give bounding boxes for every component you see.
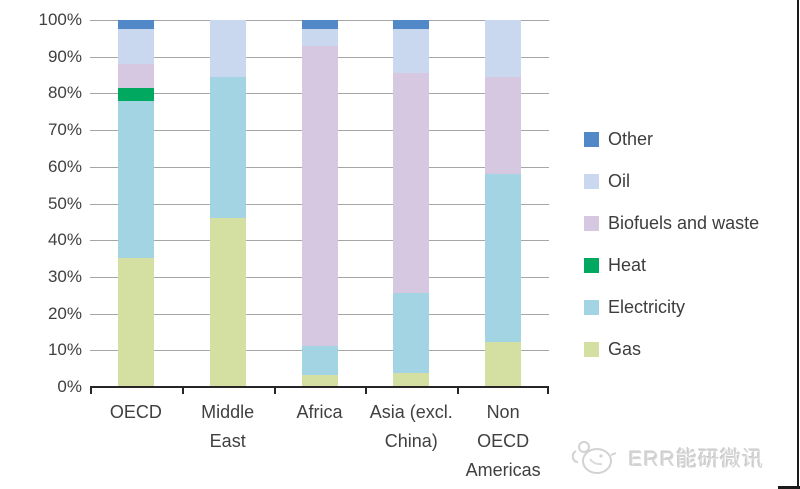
watermark: ERR能研微讯 [570, 437, 764, 479]
bar-segment-other [117, 20, 154, 30]
bar-segment-biofuels-and-waste [301, 45, 338, 346]
bar-segment-oil [117, 29, 154, 64]
x-category-label: Africa [274, 398, 366, 427]
y-tick-label: 20% [47, 303, 82, 323]
bar-segment-oil [393, 29, 430, 74]
bar-segment-electricity [301, 345, 338, 376]
bar-segment-electricity [485, 173, 522, 343]
y-tick-label: 100% [38, 10, 82, 29]
bar-segment-oil [485, 20, 522, 77]
bar-non-oecd-americas [485, 20, 522, 386]
y-tick-label: 80% [47, 83, 82, 103]
bar-segment-biofuels-and-waste [485, 76, 522, 174]
legend-item-biofuels-and-waste: Biofuels and waste [584, 212, 760, 233]
bar-segment-gas [117, 257, 154, 386]
bar-segment-gas [393, 373, 430, 386]
x-category-label-line: China) [384, 431, 438, 451]
bar-segment-electricity [117, 100, 154, 258]
x-category-label-line: Africa [296, 402, 343, 422]
y-tick-label: 90% [47, 46, 82, 66]
x-category-label-line: Asia (excl. [369, 402, 453, 422]
legend-label: Heat [608, 254, 647, 275]
x-category-label: Non OECD Americas [457, 398, 549, 485]
x-axis-line [90, 386, 549, 388]
right-edge-artifact [797, 0, 799, 489]
legend-label: Biofuels and waste [608, 212, 760, 233]
x-category-label-line: Non [486, 402, 520, 422]
bar-segment-electricity [209, 76, 246, 218]
x-axis-tick [547, 386, 549, 394]
legend-label: Other [608, 128, 654, 149]
x-category-label: OECD [90, 398, 182, 427]
x-category-label-line: OECD [477, 431, 530, 451]
x-axis-tick [90, 386, 92, 394]
legend-item-heat: Heat [584, 254, 759, 275]
legend-swatch-icon [584, 173, 599, 189]
x-axis-tick [273, 386, 276, 394]
x-axis-tick [457, 386, 460, 394]
bar-segment-heat [117, 87, 154, 101]
x-axis-tick [365, 386, 368, 394]
y-tick-label: 50% [47, 193, 82, 213]
y-tick-label: 70% [47, 120, 82, 140]
legend-swatch-icon [584, 299, 599, 315]
bar-segment-gas [301, 375, 338, 386]
bar-segment-electricity [393, 292, 430, 374]
bar-middle-east [209, 20, 246, 386]
legend-label: Gas [608, 338, 642, 359]
y-tick-label: 60% [47, 156, 82, 176]
bar-segment-gas [485, 342, 522, 386]
y-tick-label: 30% [47, 266, 82, 286]
legend-label: Oil [608, 170, 630, 191]
bar-segment-oil [209, 20, 246, 77]
bar-asia-excl-china- [393, 20, 430, 386]
legend-item-other: Other [584, 128, 759, 149]
x-category-label-line: Americas [465, 460, 541, 480]
legend-swatch-icon [584, 131, 599, 147]
y-tick-label: 10% [47, 340, 82, 360]
bar-segment-biofuels-and-waste [117, 63, 154, 88]
bar-segment-other [393, 20, 430, 30]
legend-item-electricity: Electricity [584, 296, 759, 317]
x-category-label: Asia (excl. China) [365, 398, 457, 456]
legend-item-oil: Oil [584, 170, 759, 191]
x-category-label: Middle East [182, 398, 274, 456]
bar-segment-gas [209, 217, 246, 386]
bar-segment-other [301, 20, 338, 30]
y-tick-label: 0% [57, 377, 82, 396]
plot-area [90, 20, 549, 394]
legend-label: Electricity [608, 296, 686, 317]
x-category-label-line: Middle [201, 402, 255, 422]
legend-swatch-icon [584, 215, 599, 231]
legend: Other Oil Biofuels and waste Heat Electricit… [584, 128, 760, 383]
watermark-text: ERR能研微讯 [628, 448, 764, 471]
bar-segment-oil [301, 29, 338, 46]
legend-swatch-icon [584, 341, 599, 357]
corner-edge-artifact [778, 486, 800, 489]
x-axis-tick [181, 386, 184, 394]
x-category-label-line: OECD [109, 402, 162, 422]
bar-oecd [117, 20, 154, 386]
legend-swatch-icon [584, 257, 599, 273]
x-category-label-line: East [209, 431, 246, 451]
err-bird-logo-icon [571, 441, 617, 474]
legend-item-gas: Gas [584, 338, 759, 359]
bar-segment-biofuels-and-waste [393, 73, 430, 293]
bar-africa [301, 20, 338, 386]
y-tick-label: 40% [47, 230, 82, 250]
